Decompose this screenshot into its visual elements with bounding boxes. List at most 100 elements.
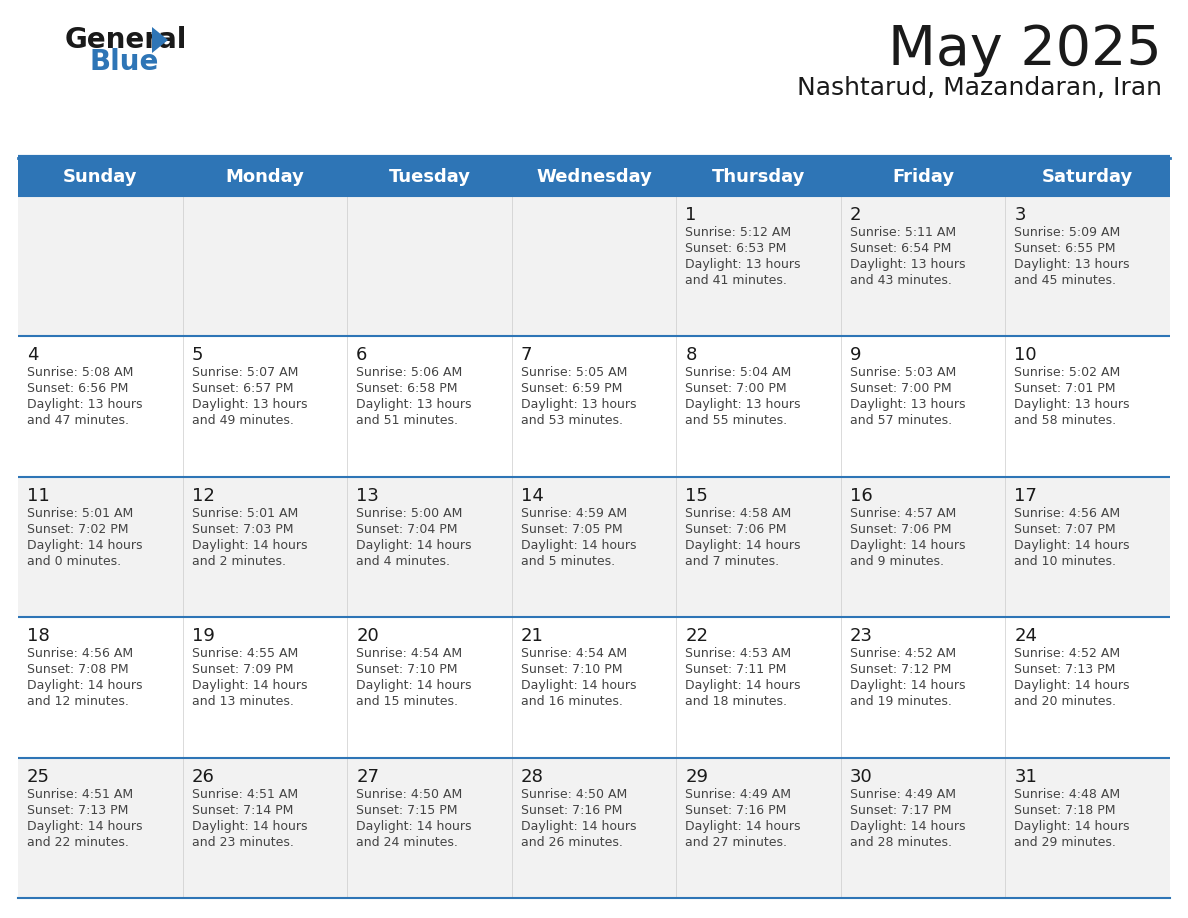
Text: Sunrise: 5:08 AM: Sunrise: 5:08 AM [27,366,133,379]
Text: Daylight: 14 hours: Daylight: 14 hours [520,539,637,552]
Text: Sunset: 6:55 PM: Sunset: 6:55 PM [1015,242,1116,255]
Text: Sunrise: 4:49 AM: Sunrise: 4:49 AM [685,788,791,800]
Text: 26: 26 [191,767,215,786]
Bar [18,757,1170,898]
Text: 10: 10 [1015,346,1037,364]
Text: 14: 14 [520,487,544,505]
Text: Sunrise: 4:52 AM: Sunrise: 4:52 AM [849,647,956,660]
Text: Daylight: 13 hours: Daylight: 13 hours [849,258,966,271]
Text: Sunrise: 5:05 AM: Sunrise: 5:05 AM [520,366,627,379]
Text: and 47 minutes.: and 47 minutes. [27,414,129,428]
Text: Daylight: 14 hours: Daylight: 14 hours [191,539,307,552]
Text: Sunset: 7:17 PM: Sunset: 7:17 PM [849,803,952,817]
Text: and 24 minutes.: and 24 minutes. [356,835,459,848]
Text: and 26 minutes.: and 26 minutes. [520,835,623,848]
Text: Sunrise: 4:57 AM: Sunrise: 4:57 AM [849,507,956,520]
Text: Sunset: 7:11 PM: Sunset: 7:11 PM [685,663,786,677]
Text: Sunrise: 5:00 AM: Sunrise: 5:00 AM [356,507,462,520]
Text: 7: 7 [520,346,532,364]
Text: Sunrise: 5:01 AM: Sunrise: 5:01 AM [27,507,133,520]
Text: 5: 5 [191,346,203,364]
Text: and 28 minutes.: and 28 minutes. [849,835,952,848]
Text: Daylight: 13 hours: Daylight: 13 hours [356,398,472,411]
Text: Daylight: 14 hours: Daylight: 14 hours [849,679,966,692]
Text: 21: 21 [520,627,544,645]
Text: Sunrise: 5:09 AM: Sunrise: 5:09 AM [1015,226,1120,239]
Text: Sunrise: 4:51 AM: Sunrise: 4:51 AM [27,788,133,800]
Polygon shape [152,27,168,53]
Text: Daylight: 14 hours: Daylight: 14 hours [520,679,637,692]
Text: 8: 8 [685,346,696,364]
Text: Daylight: 14 hours: Daylight: 14 hours [27,679,143,692]
Text: Daylight: 14 hours: Daylight: 14 hours [1015,820,1130,833]
Text: and 10 minutes.: and 10 minutes. [1015,554,1117,568]
Text: Daylight: 14 hours: Daylight: 14 hours [1015,539,1130,552]
Text: Sunset: 6:53 PM: Sunset: 6:53 PM [685,242,786,255]
Text: Sunrise: 4:55 AM: Sunrise: 4:55 AM [191,647,298,660]
Text: Sunset: 7:12 PM: Sunset: 7:12 PM [849,663,952,677]
Text: Sunset: 6:56 PM: Sunset: 6:56 PM [27,383,128,396]
Text: and 15 minutes.: and 15 minutes. [356,695,459,708]
Text: 4: 4 [27,346,38,364]
Text: and 2 minutes.: and 2 minutes. [191,554,285,568]
Text: Sunset: 7:16 PM: Sunset: 7:16 PM [685,803,786,817]
Text: Sunrise: 5:03 AM: Sunrise: 5:03 AM [849,366,956,379]
Text: 15: 15 [685,487,708,505]
Text: May 2025: May 2025 [889,23,1162,77]
Text: and 51 minutes.: and 51 minutes. [356,414,459,428]
Text: and 9 minutes.: and 9 minutes. [849,554,943,568]
Text: and 19 minutes.: and 19 minutes. [849,695,952,708]
Text: Daylight: 14 hours: Daylight: 14 hours [191,820,307,833]
Text: Sunrise: 4:54 AM: Sunrise: 4:54 AM [520,647,627,660]
Text: Sunset: 6:59 PM: Sunset: 6:59 PM [520,383,623,396]
Text: 18: 18 [27,627,50,645]
Text: Daylight: 14 hours: Daylight: 14 hours [27,539,143,552]
Text: Sunset: 6:54 PM: Sunset: 6:54 PM [849,242,952,255]
Text: Sunset: 7:07 PM: Sunset: 7:07 PM [1015,522,1116,536]
Text: and 5 minutes.: and 5 minutes. [520,554,615,568]
Text: Tuesday: Tuesday [388,168,470,186]
Text: and 43 minutes.: and 43 minutes. [849,274,952,287]
Text: 16: 16 [849,487,873,505]
Text: Daylight: 14 hours: Daylight: 14 hours [520,820,637,833]
Text: Sunrise: 4:52 AM: Sunrise: 4:52 AM [1015,647,1120,660]
Text: Sunrise: 4:51 AM: Sunrise: 4:51 AM [191,788,298,800]
Text: and 23 minutes.: and 23 minutes. [191,835,293,848]
Text: Sunset: 6:58 PM: Sunset: 6:58 PM [356,383,457,396]
Text: and 0 minutes.: and 0 minutes. [27,554,121,568]
Text: 20: 20 [356,627,379,645]
Text: and 20 minutes.: and 20 minutes. [1015,695,1117,708]
Bar [18,476,1170,617]
Text: Sunset: 7:06 PM: Sunset: 7:06 PM [849,522,952,536]
Text: 19: 19 [191,627,215,645]
Text: Sunrise: 5:12 AM: Sunrise: 5:12 AM [685,226,791,239]
Bar [18,158,1170,196]
Text: Daylight: 13 hours: Daylight: 13 hours [520,398,637,411]
Text: Sunrise: 4:54 AM: Sunrise: 4:54 AM [356,647,462,660]
Text: 12: 12 [191,487,215,505]
Text: Sunrise: 4:50 AM: Sunrise: 4:50 AM [520,788,627,800]
Text: Sunset: 7:15 PM: Sunset: 7:15 PM [356,803,457,817]
Text: and 7 minutes.: and 7 minutes. [685,554,779,568]
Bar [18,617,1170,757]
Text: Monday: Monday [226,168,304,186]
Text: Sunset: 7:02 PM: Sunset: 7:02 PM [27,522,128,536]
Text: 3: 3 [1015,206,1026,224]
Text: Sunrise: 4:48 AM: Sunrise: 4:48 AM [1015,788,1120,800]
Text: Daylight: 14 hours: Daylight: 14 hours [27,820,143,833]
Text: Nashtarud, Mazandaran, Iran: Nashtarud, Mazandaran, Iran [797,76,1162,100]
Text: Sunset: 7:10 PM: Sunset: 7:10 PM [356,663,457,677]
Text: Sunset: 7:00 PM: Sunset: 7:00 PM [849,383,952,396]
Text: Sunset: 6:57 PM: Sunset: 6:57 PM [191,383,293,396]
Text: 17: 17 [1015,487,1037,505]
Text: Daylight: 13 hours: Daylight: 13 hours [191,398,307,411]
Text: Sunrise: 5:02 AM: Sunrise: 5:02 AM [1015,366,1120,379]
Text: 25: 25 [27,767,50,786]
Text: Thursday: Thursday [712,168,805,186]
Text: 1: 1 [685,206,696,224]
Text: Daylight: 14 hours: Daylight: 14 hours [356,539,472,552]
Text: and 55 minutes.: and 55 minutes. [685,414,788,428]
Text: Sunrise: 5:07 AM: Sunrise: 5:07 AM [191,366,298,379]
Text: Sunset: 7:16 PM: Sunset: 7:16 PM [520,803,623,817]
Bar [18,336,1170,476]
